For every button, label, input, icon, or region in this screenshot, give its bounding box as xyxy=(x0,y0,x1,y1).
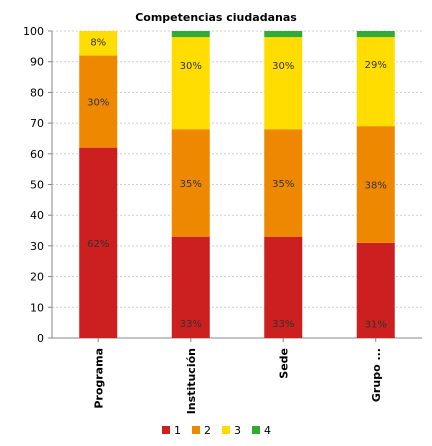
bar-segment-series-2 xyxy=(264,129,303,237)
legend-swatch-2 xyxy=(192,426,200,434)
y-tick-label: 80 xyxy=(30,86,44,99)
bar-segment-series-2 xyxy=(79,55,118,148)
chart-title: Competencias ciudadanas xyxy=(135,11,297,24)
bar-segment-series-3 xyxy=(171,37,210,130)
data-label: 29% xyxy=(365,60,387,71)
y-tick-label: 10 xyxy=(30,301,44,314)
y-tick-label: 70 xyxy=(30,117,44,130)
bar-segment-series-1 xyxy=(264,236,303,338)
bar-segment-series-4 xyxy=(264,31,303,38)
y-tick-label: 40 xyxy=(30,209,44,222)
legend-swatch-4 xyxy=(252,426,260,434)
x-tick-label: Programa xyxy=(92,348,105,409)
x-tick-label: Institución xyxy=(185,348,198,414)
bar-segment-series-1 xyxy=(356,242,395,338)
bar-segment-series-1 xyxy=(171,236,210,338)
legend-label: 2 xyxy=(204,424,211,437)
legend-label: 1 xyxy=(174,424,181,437)
data-label: 30% xyxy=(180,61,202,72)
bar-segment-series-4 xyxy=(356,31,395,38)
y-tick-label: 50 xyxy=(30,179,44,192)
bar-segment-series-1 xyxy=(79,147,118,338)
x-tick-label: Sede xyxy=(277,348,290,379)
data-label: 62% xyxy=(87,239,109,250)
bar-segment-series-3 xyxy=(79,31,118,56)
legend-swatch-3 xyxy=(222,426,230,434)
bar-segment-series-3 xyxy=(264,37,303,130)
data-label: 30% xyxy=(87,98,109,109)
legend-label: 3 xyxy=(234,424,241,437)
legend-label: 4 xyxy=(264,424,271,437)
bar-segment-series-2 xyxy=(356,126,395,243)
bar-segment-series-2 xyxy=(171,129,210,237)
legend-swatch-1 xyxy=(162,426,170,434)
y-tick-label: 0 xyxy=(37,332,44,345)
data-label: 31% xyxy=(365,320,387,331)
y-tick-label: 90 xyxy=(30,56,44,69)
data-label: 35% xyxy=(180,179,202,190)
y-tick-label: 100 xyxy=(23,25,44,38)
x-tick-label: Grupo ... xyxy=(370,348,383,402)
y-tick-label: 20 xyxy=(30,271,44,284)
data-label: 38% xyxy=(365,181,387,192)
bar-segment-series-3 xyxy=(356,37,395,127)
data-label: 33% xyxy=(180,319,202,330)
bar-segment-series-4 xyxy=(171,31,210,38)
y-tick-label: 60 xyxy=(30,148,44,161)
data-label: 33% xyxy=(272,319,294,330)
y-tick-label: 30 xyxy=(30,240,44,253)
data-label: 35% xyxy=(272,179,294,190)
data-label: 30% xyxy=(272,61,294,72)
data-label: 8% xyxy=(90,37,106,48)
